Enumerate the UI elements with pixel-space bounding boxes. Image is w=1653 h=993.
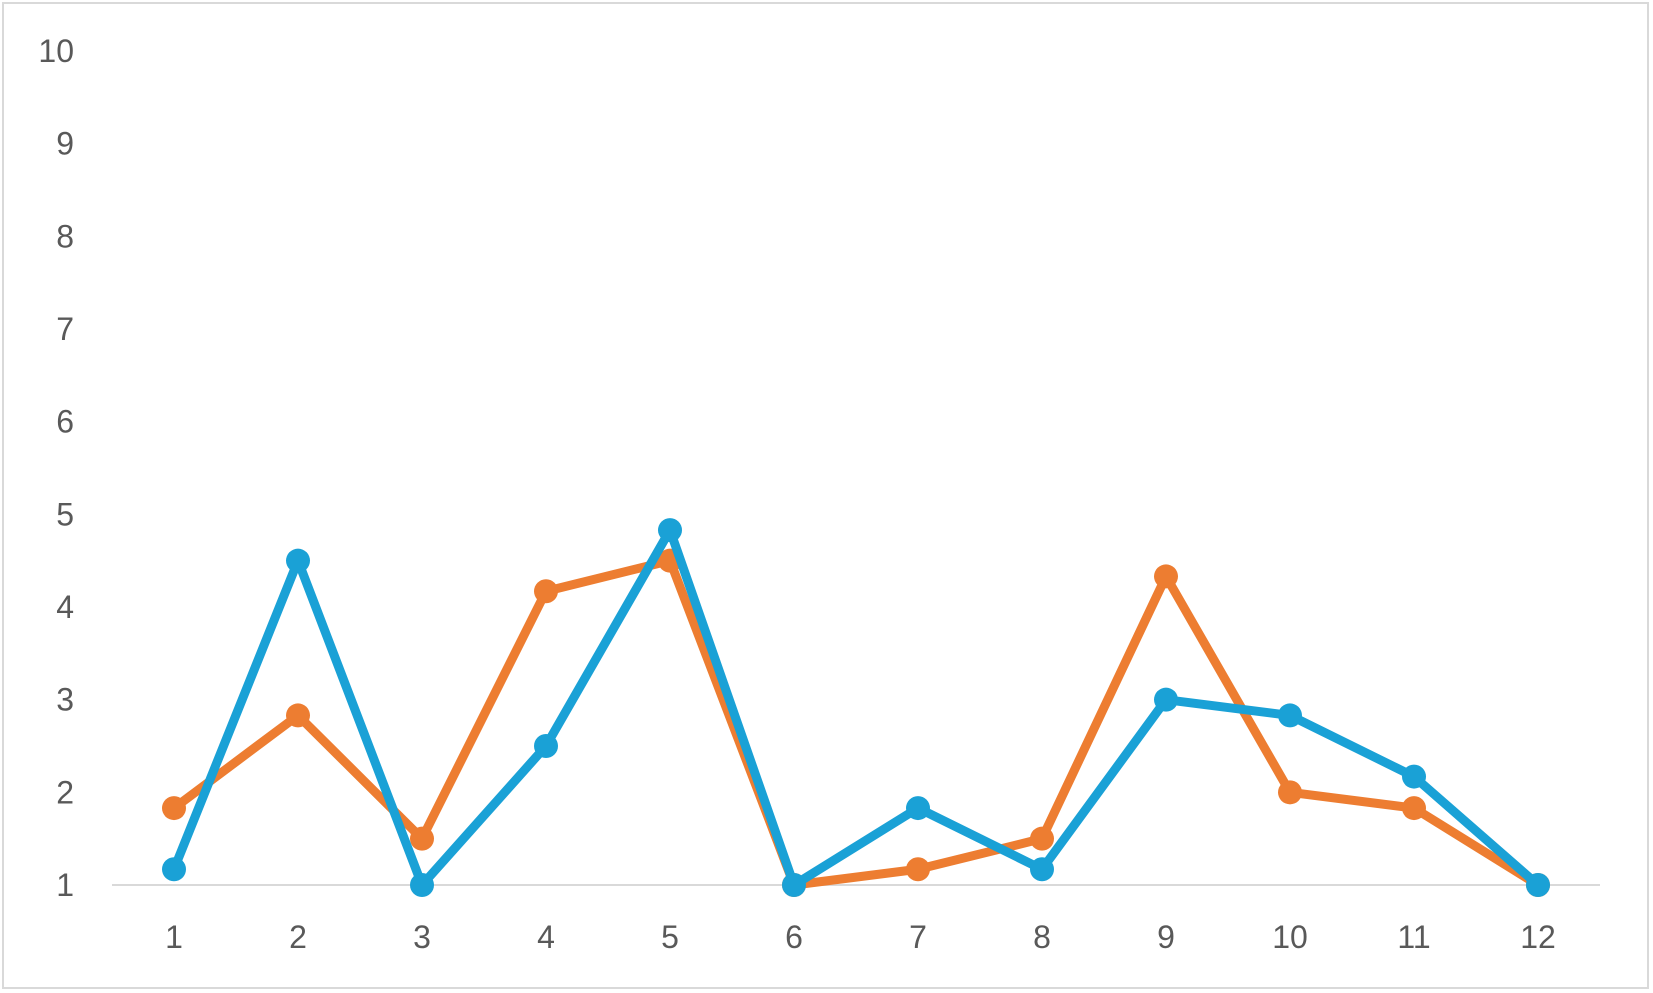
series-1-point bbox=[1030, 826, 1054, 851]
series-2-point bbox=[782, 873, 806, 897]
x-tick-label: 8 bbox=[1033, 919, 1051, 955]
series-1-point bbox=[410, 826, 434, 851]
x-tick-label: 12 bbox=[1520, 919, 1556, 955]
y-tick-label: 2 bbox=[56, 774, 74, 810]
x-tick-label: 11 bbox=[1397, 919, 1430, 955]
series-2-point bbox=[162, 857, 186, 882]
y-tick-label: 6 bbox=[56, 404, 74, 440]
y-tick-label: 9 bbox=[56, 126, 74, 162]
y-tick-label: 1 bbox=[56, 867, 74, 903]
series-1-point bbox=[1402, 796, 1426, 821]
series-1-point bbox=[162, 796, 186, 821]
series-2 bbox=[162, 518, 1550, 897]
series-2-point bbox=[1030, 857, 1054, 882]
series-1-line bbox=[169, 556, 1543, 890]
series-2-point bbox=[658, 518, 682, 543]
series-2-line bbox=[169, 525, 1543, 890]
series-1-point bbox=[286, 703, 310, 728]
y-tick-label: 3 bbox=[56, 682, 74, 718]
y-tick-label: 10 bbox=[38, 33, 74, 69]
series-2-point bbox=[906, 796, 930, 821]
series-2-point bbox=[1526, 873, 1550, 897]
x-tick-label: 3 bbox=[413, 919, 431, 955]
x-tick-label: 4 bbox=[537, 919, 555, 955]
x-tick-label: 1 bbox=[165, 919, 183, 955]
y-tick-label: 7 bbox=[56, 311, 74, 347]
y-tick-label: 4 bbox=[56, 589, 74, 625]
x-tick-label: 10 bbox=[1272, 919, 1308, 955]
series-2-point bbox=[286, 548, 310, 573]
x-tick-label: 7 bbox=[909, 919, 927, 955]
series-2-point bbox=[534, 734, 558, 758]
series-group bbox=[162, 518, 1550, 897]
x-tick-label: 2 bbox=[289, 919, 307, 955]
x-tick-label: 5 bbox=[661, 919, 679, 955]
series-2-point bbox=[1402, 764, 1426, 789]
x-tick-label: 6 bbox=[785, 919, 803, 955]
x-axis-tick-labels: 1 2 3 4 5 6 7 8 9 10 11 12 bbox=[165, 919, 1556, 955]
y-axis-tick-labels: 1 2 3 4 5 6 7 8 9 10 bbox=[38, 33, 74, 903]
y-tick-label: 8 bbox=[56, 218, 74, 254]
x-tick-label: 9 bbox=[1157, 919, 1175, 955]
series-2-point bbox=[1278, 703, 1302, 728]
y-tick-label: 5 bbox=[56, 496, 74, 532]
series-1-point bbox=[1278, 780, 1302, 805]
series-2-point bbox=[410, 873, 434, 897]
series-1-point bbox=[534, 579, 558, 604]
series-2-point bbox=[1154, 687, 1178, 712]
series-1-point bbox=[906, 857, 930, 882]
series-1-point bbox=[1154, 564, 1178, 589]
